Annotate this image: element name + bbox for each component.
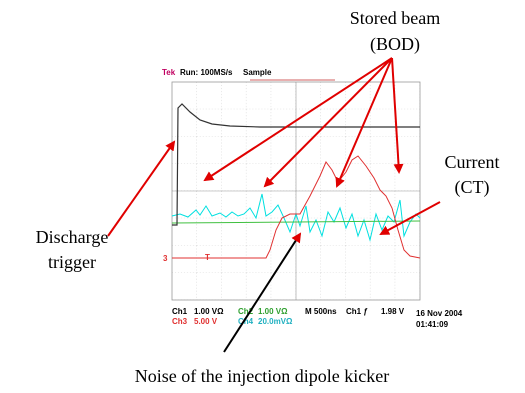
stored-beam-label: Stored beam [350, 8, 440, 28]
figure: Tek Run: 100MS/s Sample 3 T Ch1 1.00 VΩ … [0, 0, 525, 393]
date: 16 Nov 2004 [416, 309, 463, 318]
time-of-day: 01:41:09 [416, 320, 449, 329]
trace-marker: 3 [163, 254, 168, 263]
ch3-scale: 5.00 V [194, 317, 218, 326]
trigger-channel: Ch1 ƒ [346, 307, 368, 316]
ch2-scale: 1.00 VΩ [258, 307, 288, 316]
scope-mode: Sample [243, 68, 272, 77]
ch1-scale: 1.00 VΩ [194, 307, 224, 316]
ch3-label: Ch3 [172, 317, 188, 326]
current-sub: (CT) [455, 177, 490, 198]
ch1-label: Ch1 [172, 307, 188, 316]
trigger-marker: T [205, 253, 210, 262]
discharge-label: Discharge [36, 227, 109, 247]
scope-brand: Tek [162, 68, 176, 77]
page: {"annotations": {"stored_beam": ["Stored… [0, 0, 525, 393]
noise-label: Noise of the injection dipole kicker [135, 366, 389, 386]
time-base: M 500ns [305, 307, 337, 316]
stored-beam-sub: (BOD) [370, 34, 420, 55]
scope-screen: Tek Run: 100MS/s Sample 3 T Ch1 1.00 VΩ … [162, 68, 463, 329]
current-label: Current [445, 152, 500, 172]
trigger-level: 1.98 V [381, 307, 405, 316]
discharge-sub: trigger [48, 252, 96, 272]
scope-run: Run: 100MS/s [180, 68, 233, 77]
ch4-scale: 20.0mVΩ [258, 317, 293, 326]
